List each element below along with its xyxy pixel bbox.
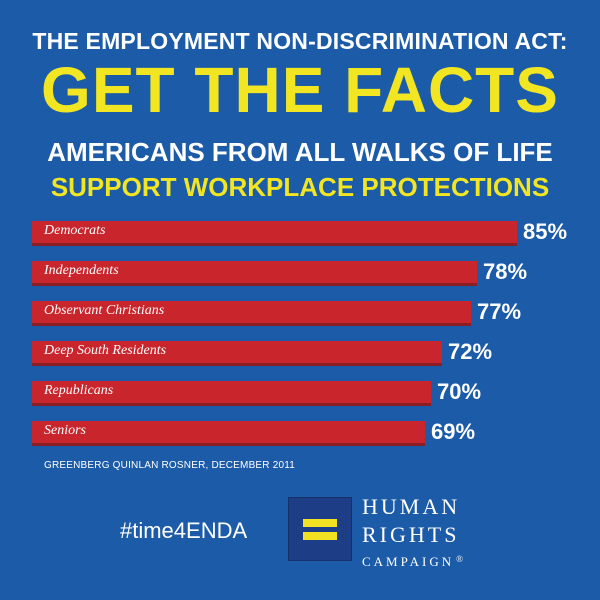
bar-label: Democrats [44,223,106,238]
registered-mark: ® [456,554,463,564]
bar-row: Seniors 69% [0,415,600,451]
bar-row: Deep South Residents 72% [0,335,600,371]
bar-row: Independents 78% [0,255,600,291]
equal-sign-icon-top [303,519,337,527]
equal-sign-icon-bottom [303,532,337,540]
bar-value-label: 85% [523,219,568,244]
bar-row: Republicans 70% [0,375,600,411]
header-line-3: AMERICANS FROM ALL WALKS OF LIFE [47,137,553,167]
hashtag: #time4ENDA [120,518,248,543]
support-bar-chart: Democrats 85% Independents 78% Observant Chr… [0,215,600,460]
bar: Independents [32,261,477,286]
chart-source: GREENBERG QUINLAN ROSNER, DECEMBER 2011 [44,460,296,471]
bar-value-label: 77% [477,299,522,324]
header-headline: GET THE FACTS [41,54,559,126]
header-line-1: THE EMPLOYMENT NON-DISCRIMINATION ACT: [32,28,568,54]
bar-label: Observant Christians [44,303,165,318]
bar: Seniors [32,421,425,446]
org-name-line-2: RIGHTS [362,522,460,547]
bar-value-label: 70% [437,379,482,404]
bar: Republicans [32,381,431,406]
bar-value-label: 69% [431,419,476,444]
bar-label: Independents [44,263,119,278]
bar-value-label: 78% [483,259,528,284]
bar-row: Observant Christians 77% [0,295,600,331]
org-name-line-3: CAMPAIGN ® [362,554,463,570]
bar-label: Republicans [44,383,114,398]
org-name-line-1: HUMAN [362,494,461,519]
header-line-4: SUPPORT WORKPLACE PROTECTIONS [50,172,550,202]
bar-row: Democrats 85% [0,215,600,251]
org-name-line-3-text: CAMPAIGN [362,554,455,569]
bar-label: Deep South Residents [44,343,167,358]
bar: Deep South Residents [32,341,442,366]
hrc-logo [288,497,352,561]
bar-value-label: 72% [448,339,493,364]
bar: Observant Christians [32,301,471,326]
bar: Democrats [32,221,517,246]
bar-label: Seniors [44,423,86,438]
